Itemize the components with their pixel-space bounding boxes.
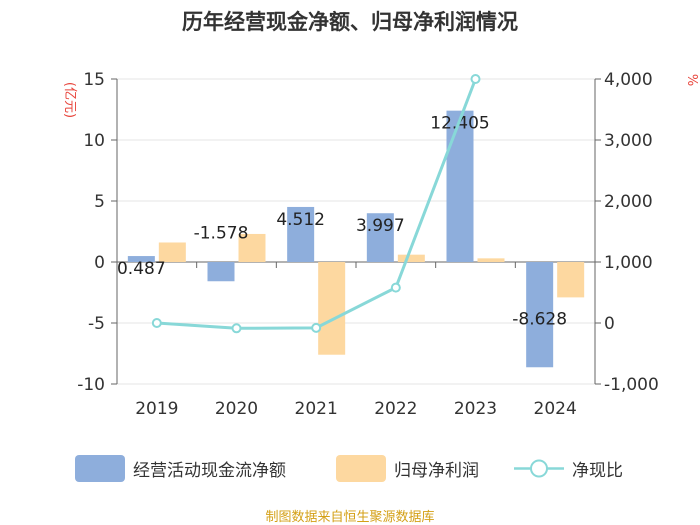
x-tick-label: 2020 xyxy=(215,399,258,419)
x-tick-label: 2021 xyxy=(295,399,338,419)
point-ratio xyxy=(470,74,481,84)
y-left-tick-label: 0 xyxy=(94,253,105,273)
y-right-tick-label: 3,000 xyxy=(604,131,653,151)
bar-cash-flow xyxy=(127,256,155,262)
legend-swatch-cash-flow xyxy=(75,454,125,482)
y-right-tick-label: 1,000 xyxy=(604,253,653,273)
y-left-tick-label: -5 xyxy=(88,314,105,334)
bar-net-profit xyxy=(318,262,346,355)
point-ratio xyxy=(151,318,162,328)
point-ratio xyxy=(311,322,322,333)
y-left-tick-label: 10 xyxy=(83,131,105,151)
bar-net-profit xyxy=(397,254,425,262)
bar-cash-flow xyxy=(207,262,235,282)
x-tick-label: 2023 xyxy=(454,399,497,419)
data-label-cash-flow: 4.512 xyxy=(276,210,325,230)
y-right-tick-label: -1,000 xyxy=(604,375,659,395)
data-label-cash-flow: 0.487 xyxy=(117,259,166,279)
x-tick-label: 2019 xyxy=(135,399,178,419)
data-label-cash-flow: -1.578 xyxy=(194,223,249,243)
data-label-cash-flow: -8.628 xyxy=(512,309,567,329)
legend-swatch-ratio xyxy=(514,459,564,477)
bar-net-profit xyxy=(238,233,266,262)
y-left-tick-label: -10 xyxy=(77,375,105,395)
legend-label-net-profit: 归母净利润 xyxy=(394,460,479,481)
y-right-unit-label: % xyxy=(684,74,699,86)
y-left-tick-label: 5 xyxy=(94,192,105,212)
y-left-unit-label: (亿元) xyxy=(62,82,77,118)
bar-cash-flow xyxy=(446,110,474,262)
source-note: 制图数据来自恒生聚源数据库 xyxy=(265,510,435,525)
legend: 经营活动现金流净额 归母净利润 净现比 xyxy=(0,452,700,484)
point-ratio xyxy=(390,282,401,293)
legend-label-ratio: 净现比 xyxy=(572,460,623,481)
bar-net-profit xyxy=(158,242,186,262)
x-tick-label: 2022 xyxy=(374,399,417,419)
y-right-tick-label: 0 xyxy=(604,314,615,334)
legend-item-ratio[interactable]: 净现比 xyxy=(514,452,623,484)
chart-title: 历年经营现金净额、归母净利润情况 xyxy=(182,10,518,34)
bar-cash-flow xyxy=(366,213,394,262)
line-ratio xyxy=(156,78,477,330)
y-right-tick-label: 4,000 xyxy=(604,70,653,90)
bar-net-profit xyxy=(477,258,505,262)
legend-swatch-net-profit xyxy=(336,454,386,482)
bar-cash-flow xyxy=(287,206,315,262)
bar-net-profit xyxy=(557,262,585,298)
y-left-tick-label: 15 xyxy=(83,70,105,90)
y-right-tick-label: 2,000 xyxy=(604,192,653,212)
data-label-cash-flow: 3.997 xyxy=(356,216,405,236)
legend-label-cash-flow: 经营活动现金流净额 xyxy=(133,460,286,481)
legend-item-cash-flow[interactable]: 经营活动现金流净额 xyxy=(75,452,286,484)
legend-item-net-profit[interactable]: 归母净利润 xyxy=(336,452,479,484)
point-ratio xyxy=(231,323,242,334)
x-tick-label: 2024 xyxy=(534,399,577,419)
bar-cash-flow xyxy=(526,262,554,368)
